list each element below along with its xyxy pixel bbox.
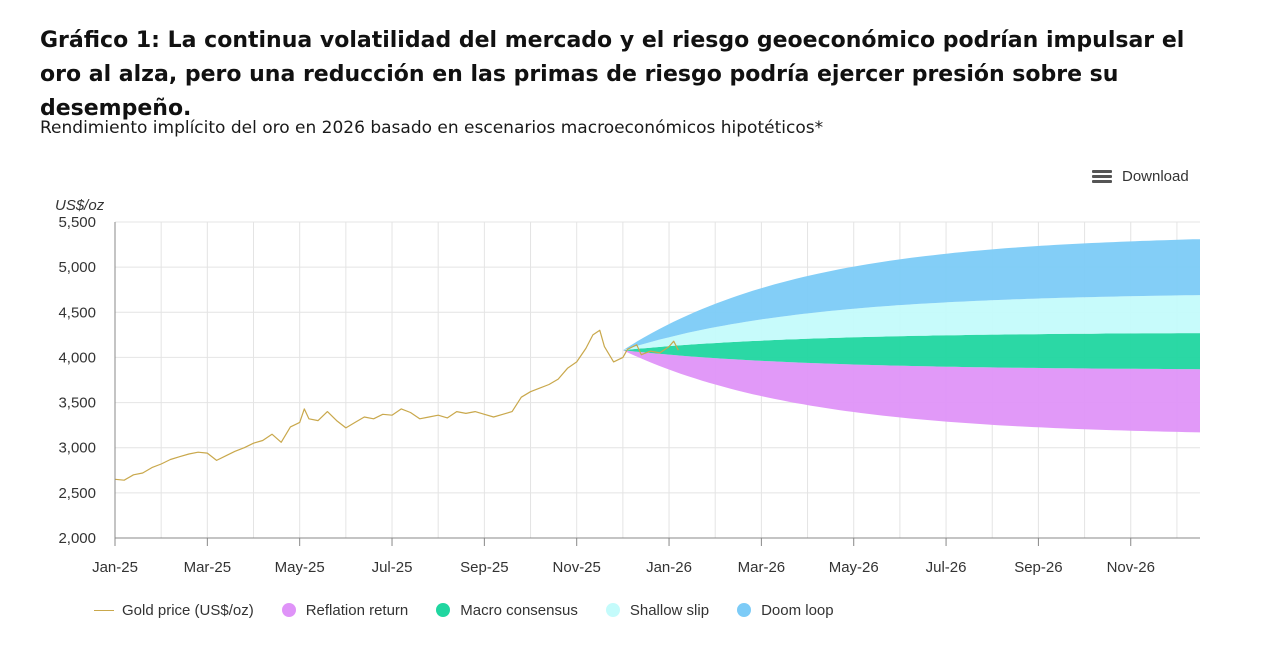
x-tick-label: Jan-25 bbox=[92, 559, 138, 576]
y-tick-label: 3,500 bbox=[58, 395, 96, 412]
chart-axes: 2,000 2,500 3,000 3,500 4,000 4,500 5,000 5,500… bbox=[55, 197, 1200, 576]
scenario-bands bbox=[622, 239, 1200, 433]
download-label: Download bbox=[1122, 167, 1189, 185]
x-tick-label: Jul-25 bbox=[372, 559, 413, 576]
chart-title: Gráfico 1: La continua volatilidad del m… bbox=[40, 28, 1185, 121]
x-tick-label: Nov-26 bbox=[1107, 559, 1155, 576]
legend-marker-gold bbox=[94, 609, 114, 611]
legend-item-macro[interactable]: Macro consensus bbox=[436, 602, 578, 619]
y-tick-label: 5,500 bbox=[58, 214, 96, 231]
x-tick-label: Mar-26 bbox=[738, 559, 786, 576]
gold-series bbox=[114, 329, 679, 481]
y-tick-label: 2,000 bbox=[58, 530, 96, 547]
legend-item-reflation[interactable]: Reflation return bbox=[281, 601, 409, 619]
y-axis-label: US$/oz bbox=[55, 197, 105, 214]
legend-marker-reflation bbox=[281, 603, 296, 617]
x-tick-label: May-26 bbox=[829, 559, 879, 576]
legend-item-doom[interactable]: Doom loop bbox=[737, 602, 834, 619]
hamburger-menu-icon bbox=[1092, 168, 1114, 184]
legend-label-reflation: Reflation return bbox=[305, 601, 409, 619]
scenario-band-doom bbox=[622, 239, 1200, 351]
legend-label-macro: Macro consensus bbox=[460, 601, 578, 619]
legend-marker-shallow bbox=[605, 603, 620, 617]
x-tick-label: Mar-25 bbox=[184, 559, 232, 576]
x-tick-label: Jan-26 bbox=[646, 559, 692, 576]
chart-legend: Gold price (US$/oz) Reflation return Mac… bbox=[94, 598, 862, 622]
legend-marker-macro bbox=[436, 603, 451, 617]
x-tick-label: May-25 bbox=[275, 559, 325, 576]
y-tick-label: 2,500 bbox=[58, 485, 96, 502]
legend-label-gold: Gold price (US$/oz) bbox=[122, 601, 254, 619]
x-tick-label: Sep-25 bbox=[460, 559, 508, 576]
y-tick-label: 4,500 bbox=[58, 304, 96, 321]
x-tick-label: Jul-26 bbox=[926, 559, 967, 576]
gold-price-line bbox=[114, 329, 679, 481]
y-tick-label: 4,000 bbox=[58, 349, 96, 366]
x-tick-label: Sep-26 bbox=[1014, 559, 1062, 576]
scenario-band-reflation bbox=[622, 350, 1200, 433]
chart-subtitle: Rendimiento implícito del oro en 2026 ba… bbox=[40, 118, 824, 138]
legend-marker-doom bbox=[737, 603, 752, 617]
y-tick-label: 3,000 bbox=[58, 440, 96, 457]
y-tick-label: 5,000 bbox=[58, 259, 96, 276]
legend-item-shallow[interactable]: Shallow slip bbox=[605, 601, 710, 619]
scenario-band-macro bbox=[622, 333, 1200, 370]
legend-item-gold[interactable]: Gold price (US$/oz) bbox=[94, 602, 254, 619]
download-button[interactable]: Download bbox=[1092, 164, 1189, 188]
legend-label-shallow: Shallow slip bbox=[629, 601, 710, 619]
legend-label-doom: Doom loop bbox=[761, 601, 834, 619]
x-tick-label: Nov-25 bbox=[553, 559, 601, 576]
scenario-band-shallow bbox=[622, 295, 1200, 351]
